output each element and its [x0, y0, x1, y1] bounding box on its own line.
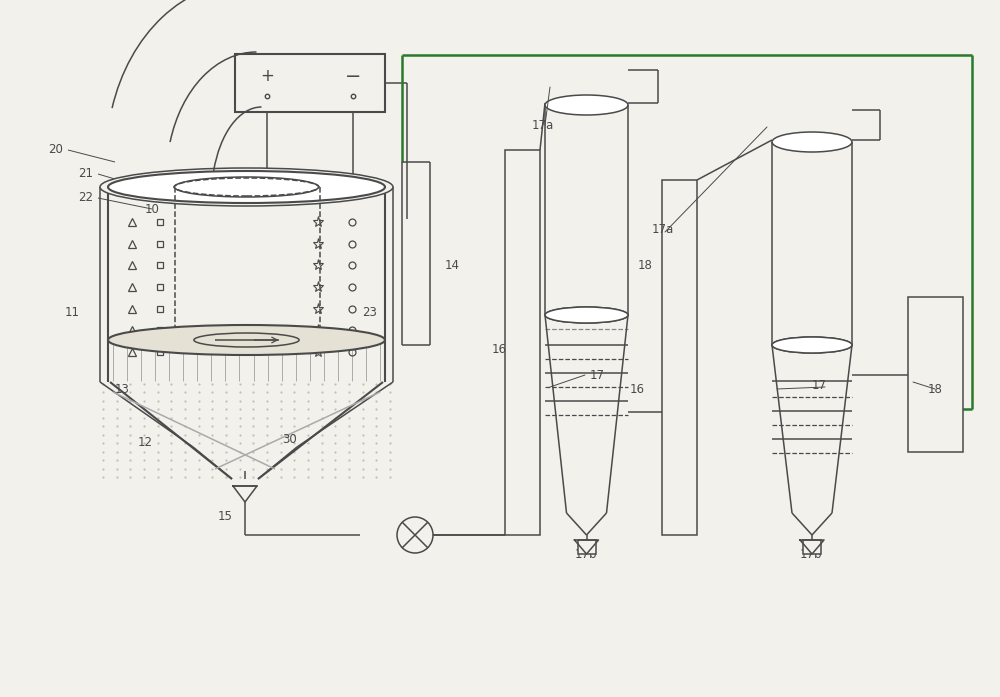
Bar: [908, 297, 963, 452]
Ellipse shape: [100, 168, 393, 206]
Text: 17b: 17b: [800, 549, 822, 562]
Text: 17: 17: [812, 378, 827, 392]
Bar: [803, 540, 821, 554]
Text: 17a: 17a: [532, 118, 554, 132]
Ellipse shape: [108, 171, 385, 203]
Text: 22: 22: [78, 190, 93, 204]
Bar: [505, 150, 540, 535]
Text: 16: 16: [630, 383, 645, 395]
Ellipse shape: [174, 177, 319, 197]
Text: 18: 18: [638, 259, 653, 272]
Text: −: −: [345, 66, 361, 86]
Ellipse shape: [194, 333, 299, 347]
Text: 16: 16: [492, 342, 507, 355]
Text: 15: 15: [218, 510, 233, 523]
Text: 23: 23: [362, 305, 377, 319]
Text: 20: 20: [48, 142, 63, 155]
Ellipse shape: [545, 307, 628, 323]
Ellipse shape: [772, 337, 852, 353]
Bar: [578, 540, 596, 554]
Text: 21: 21: [78, 167, 93, 180]
Bar: [235, 54, 385, 112]
Ellipse shape: [772, 337, 852, 353]
Bar: [662, 180, 697, 535]
Text: +: +: [260, 67, 274, 85]
Text: 30: 30: [282, 433, 297, 445]
Ellipse shape: [545, 307, 628, 323]
Text: 13: 13: [115, 383, 130, 395]
Text: 11: 11: [65, 305, 80, 319]
Ellipse shape: [772, 132, 852, 152]
Ellipse shape: [108, 325, 385, 355]
Ellipse shape: [545, 95, 628, 115]
Text: 10: 10: [145, 203, 160, 215]
Text: 17: 17: [590, 369, 605, 381]
Text: 17a: 17a: [652, 222, 674, 236]
Text: 12: 12: [138, 436, 153, 448]
Text: 17b: 17b: [575, 549, 598, 562]
Text: 18: 18: [928, 383, 943, 395]
Text: 14: 14: [445, 259, 460, 272]
